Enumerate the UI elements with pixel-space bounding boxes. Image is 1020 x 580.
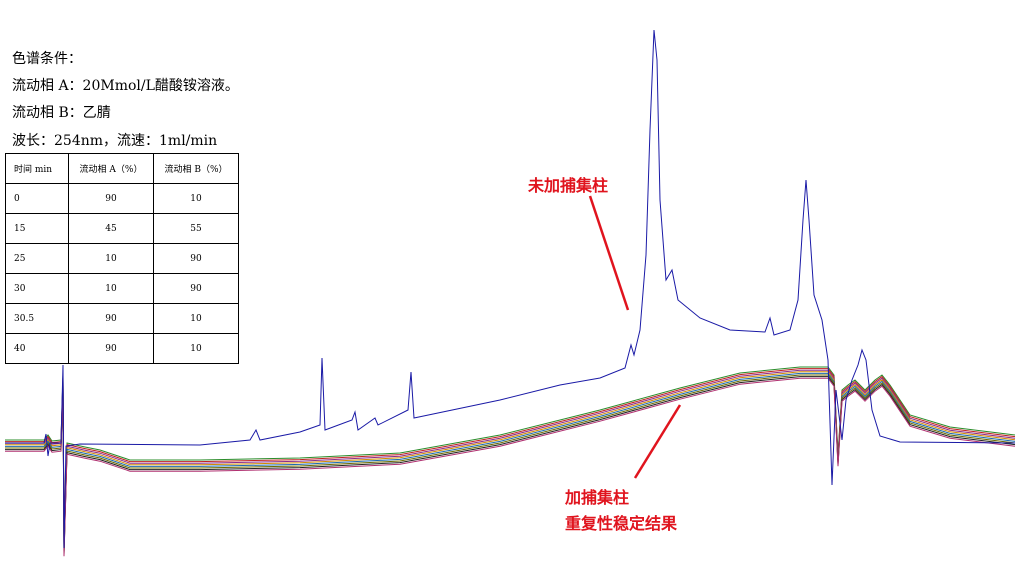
trace-with-trap — [5, 376, 1016, 555]
table-cell: 90 — [153, 243, 239, 274]
trace-with-trap — [5, 377, 1016, 557]
table-cell: 流动相 B（%） — [153, 153, 239, 184]
table-cell: 90 — [68, 333, 154, 364]
condition-line: 流动相 B：乙腈 — [12, 105, 111, 121]
pointer-line — [633, 404, 682, 479]
pointer-line — [588, 195, 630, 311]
table-cell: 30.5 — [5, 303, 69, 334]
table-cell: 90 — [153, 273, 239, 304]
table-cell: 25 — [5, 243, 69, 274]
table-cell: 90 — [68, 183, 154, 214]
annotation: 重复性稳定结果 — [565, 514, 678, 533]
table-cell: 流动相 A（%） — [68, 153, 154, 184]
annotation: 加捕集柱 — [565, 488, 630, 507]
table-cell: 10 — [153, 303, 239, 334]
table-cell: 90 — [68, 303, 154, 334]
table-cell: 30 — [5, 273, 69, 304]
table-row: 30.5 90 10 — [5, 303, 239, 334]
table-cell: 0 — [5, 183, 69, 214]
table-cell: 55 — [153, 213, 239, 244]
table-row: 25 10 90 — [5, 243, 239, 274]
trace-group — [5, 366, 1016, 557]
trace-with-trap — [5, 374, 1016, 554]
table-cell: 10 — [153, 183, 239, 214]
condition-line: 流动相 A：20Mmol/L醋酸铵溶液。 — [12, 78, 239, 94]
table-cell: 15 — [5, 213, 69, 244]
table-cell: 时间 min — [5, 153, 69, 184]
table-cell: 10 — [153, 333, 239, 364]
table-row: 0 90 10 — [5, 183, 239, 214]
table-row: 30 10 90 — [5, 273, 239, 304]
annotation: 未加捕集柱 — [528, 176, 609, 195]
table-cell: 45 — [68, 213, 154, 244]
table-row: 时间 min 流动相 A（%） 流动相 B（%） — [5, 153, 239, 184]
trace-without-trap — [5, 29, 1016, 549]
condition-line: 波长：254nm，流速：1ml/min — [12, 133, 218, 149]
table-row: 15 45 55 — [5, 213, 239, 244]
table-cell: 40 — [5, 333, 69, 364]
conditions-title: 色谱条件： — [12, 51, 82, 67]
table-row: 40 90 10 — [5, 333, 239, 364]
gradient-table: 时间 min 流动相 A（%） 流动相 B（%） 0 90 10 15 45 55 25 10 90 3… — [5, 153, 239, 364]
table-cell: 10 — [68, 273, 154, 304]
table-cell: 10 — [68, 243, 154, 274]
